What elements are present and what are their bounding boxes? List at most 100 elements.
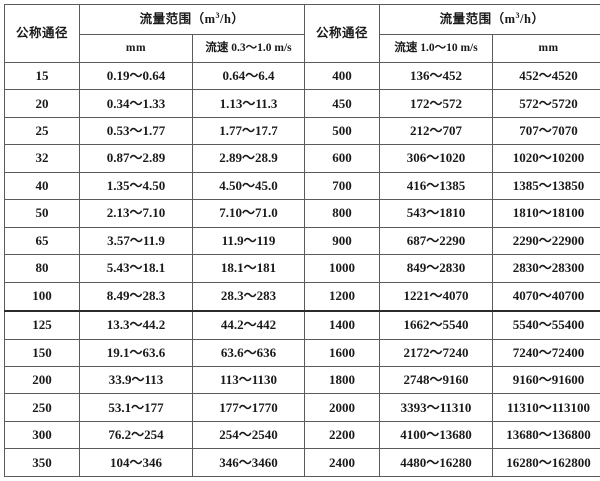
cell-low-left: 19.1～63.6	[79, 338, 193, 367]
cell-low-left: 2.13～7.10	[79, 199, 193, 228]
cell-dn-right: 900	[304, 226, 381, 256]
table-row: 125 13.3～44.2 44.2～442 1400 1662～5540 5540～55…	[4, 310, 600, 340]
cubic-superscript-left: 3	[215, 10, 220, 20]
header-velocity-high-left-dup: 流速 1.0～10 m/s	[379, 34, 494, 63]
cell-high-right: 2830～28300	[492, 254, 600, 283]
cell-high-left: 7.10～71.0	[191, 199, 306, 228]
cell-dn-right: 500	[304, 116, 381, 146]
cell-low-left: 0.53～1.77	[79, 116, 193, 146]
cell-low-left: 0.19～0.64	[79, 61, 193, 91]
cell-high-left: 1.13～11.3	[191, 89, 306, 118]
cell-low-right: 416～1385	[379, 171, 494, 201]
cell-dn-left: 125	[4, 310, 80, 340]
cell-low-right: 306～1020	[379, 144, 494, 173]
cell-low-right: 1221～4070	[379, 281, 494, 312]
cell-low-right: 849～2830	[379, 254, 494, 283]
cell-low-left: 53.1～177	[79, 393, 193, 422]
table-row: 350 104～346 346～3460 2400 4480～16280 16280～16…	[4, 448, 600, 477]
cell-low-left: 1.35～4.50	[79, 171, 193, 201]
cell-low-left: 8.49～28.3	[79, 281, 193, 312]
cell-high-left: 63.6～636	[191, 338, 306, 367]
cell-low-left: 13.3～44.2	[79, 310, 193, 340]
cell-low-left: 0.87～2.89	[79, 144, 193, 173]
cell-dn-right: 700	[304, 171, 381, 201]
cell-low-right: 136～452	[379, 61, 494, 91]
cell-dn-left: 80	[4, 254, 80, 283]
cell-high-left: 254～2540	[191, 420, 306, 450]
cell-high-left: 113～1130	[191, 365, 306, 395]
cell-dn-right: 800	[304, 199, 381, 228]
cell-high-left: 11.9～119	[191, 226, 306, 256]
cell-high-right: 16280～162800	[492, 448, 600, 477]
cell-dn-right: 2200	[304, 420, 381, 450]
cell-high-right: 4070～40700	[492, 281, 600, 312]
flow-range-suffix-left: /h）	[220, 11, 245, 26]
cell-high-left: 44.2～442	[191, 310, 306, 340]
table-header: 公称通径 流量范围（m3/h） 公称通径 流量范围（m3/h） mm 流速 0.…	[4, 4, 600, 63]
cell-dn-left: 150	[4, 338, 80, 367]
cell-high-right: 5540～55400	[492, 310, 600, 340]
cubic-superscript-right: 3	[515, 10, 521, 20]
table-row: 100 8.49～28.3 28.3～283 1200 1221～4070 4070～40…	[4, 281, 600, 312]
cell-high-left: 4.50～45.0	[191, 171, 306, 201]
header-flow-range-left: 流量范围（m3/h）	[78, 4, 306, 35]
table-body: 15 0.19～0.64 0.64～6.4 400 136～452 452～4520 20 0…	[4, 61, 600, 477]
cell-dn-left: 32	[4, 144, 80, 173]
flow-range-text-left: 流量范围（m	[139, 11, 216, 26]
cell-high-right: 1385～13850	[492, 171, 600, 201]
cell-low-right: 543～1810	[379, 199, 494, 228]
cell-low-right: 1662～5540	[379, 310, 494, 340]
cell-dn-right: 1000	[304, 254, 381, 283]
cell-low-left: 33.9～113	[79, 365, 193, 395]
header-row-unit: mm 流速 0.3～1.0 m/s 流速 1.0～10 m/s mm 流速 0.…	[5, 34, 600, 63]
table-row: 32 0.87～2.89 2.89～28.9 600 306～1020 1020～1020…	[4, 144, 600, 173]
cell-low-left: 5.43～18.1	[79, 254, 193, 283]
cell-dn-right: 600	[304, 144, 381, 173]
header-unit-mm-left: mm	[79, 34, 193, 63]
cell-dn-left: 250	[4, 393, 80, 422]
cell-dn-right: 1800	[304, 365, 381, 395]
cell-dn-left: 40	[4, 171, 80, 201]
header-row-top: 公称通径 流量范围（m3/h） 公称通径 流量范围（m3/h）	[4, 4, 600, 63]
cell-low-left: 3.57～11.9	[79, 226, 193, 256]
cell-dn-left: 350	[4, 448, 80, 477]
cell-high-left: 2.89～28.9	[191, 144, 306, 173]
table-row: 40 1.35～4.50 4.50～45.0 700 416～1385 1385～1385…	[4, 171, 600, 201]
cell-high-right: 572～5720	[492, 89, 600, 118]
cell-high-right: 1020～10200	[492, 144, 600, 173]
cell-dn-right: 450	[304, 89, 381, 118]
cell-high-right: 1810～18100	[492, 199, 600, 228]
cell-low-right: 687～2290	[379, 226, 494, 256]
cell-high-right: 13680～136800	[492, 420, 600, 450]
header-unit-mm-right: mm	[492, 34, 600, 63]
flow-range-text-right: 流量范围（m	[439, 11, 516, 26]
cell-dn-left: 25	[4, 116, 80, 146]
cell-dn-left: 15	[4, 61, 80, 91]
cell-low-right: 172～572	[379, 89, 494, 118]
cell-low-left: 104～346	[79, 448, 193, 477]
cell-high-right: 7240～72400	[492, 338, 600, 367]
flow-range-suffix-right: /h）	[520, 11, 545, 26]
cell-dn-right: 2400	[304, 448, 381, 477]
header-nominal-diameter-left: 公称通径	[4, 4, 80, 63]
table-row: 300 76.2～254 254～2540 2200 4100～13680 13680～1…	[4, 420, 600, 450]
cell-low-right: 4100～13680	[379, 420, 494, 450]
table-row: 150 19.1～63.6 63.6～636 1600 2172～7240 7240～72…	[4, 338, 600, 367]
table-row: 80 5.43～18.1 18.1～181 1000 849～2830 2830～2830…	[4, 254, 600, 283]
table-row: 20 0.34～1.33 1.13～11.3 450 172～572 572～5720	[4, 89, 600, 118]
table-row: 15 0.19～0.64 0.64～6.4 400 136～452 452～4520	[4, 61, 600, 91]
cell-dn-right: 2000	[304, 393, 381, 422]
table-row: 200 33.9～113 113～1130 1800 2748～9160 9160～916…	[4, 365, 600, 395]
cell-dn-left: 65	[4, 226, 80, 256]
cell-low-right: 212～707	[379, 116, 494, 146]
header-velocity-low-left-dup: 流速 0.3～1.0 m/s	[191, 34, 306, 63]
cell-low-left: 76.2～254	[79, 420, 193, 450]
cell-dn-left: 20	[4, 89, 80, 118]
cell-dn-right: 400	[304, 61, 381, 91]
cell-high-right: 707～7070	[492, 116, 600, 146]
cell-low-left: 0.34～1.33	[79, 89, 193, 118]
cell-dn-right: 1600	[304, 338, 381, 367]
cell-low-right: 2748～9160	[379, 365, 494, 395]
flow-rate-table: 公称通径 流量范围（m3/h） 公称通径 流量范围（m3/h） mm 流速 0.…	[4, 4, 600, 477]
